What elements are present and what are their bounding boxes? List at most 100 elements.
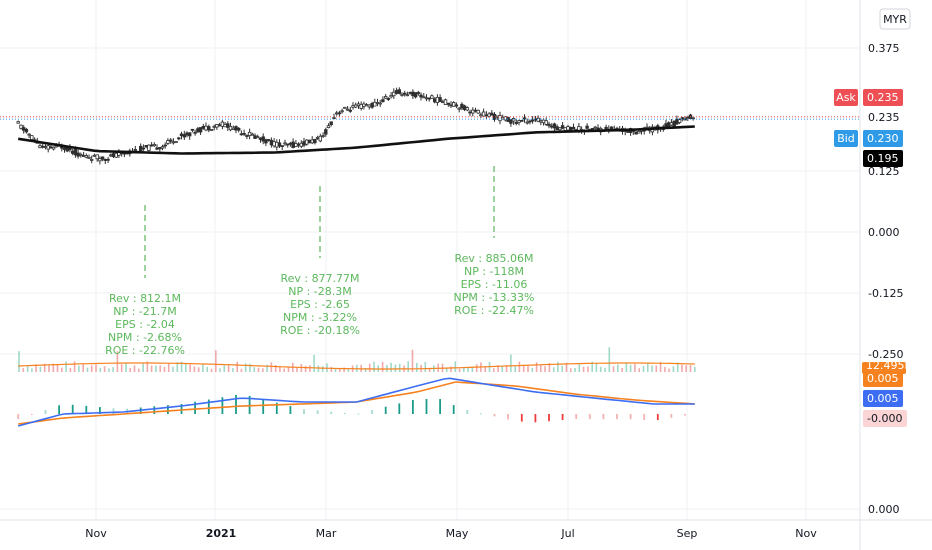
axes: 0.375 0.235 0.125 0.000 -0.125 -0.250 0.000 Nov… — [85, 42, 903, 540]
volume-bar — [26, 365, 29, 372]
volume-bar — [116, 351, 119, 372]
volume-bar — [587, 366, 589, 372]
volume-bar — [638, 368, 640, 372]
volume-bar — [343, 367, 345, 372]
candle-body — [571, 126, 576, 130]
candle-body — [400, 94, 404, 96]
time-tick-label: May — [446, 527, 469, 540]
time-tick-label: Nov — [795, 527, 817, 540]
volume-bar — [390, 362, 392, 372]
time-tick-label: 2021 — [206, 527, 237, 540]
candle-body — [378, 102, 382, 105]
candle-body — [419, 94, 423, 98]
candle-body — [476, 109, 480, 114]
candle-body — [302, 141, 306, 146]
candle-body — [285, 143, 290, 146]
histogram-bar — [656, 414, 659, 421]
volume-bar — [471, 366, 474, 372]
candle-body — [174, 141, 178, 143]
volume-bar — [599, 366, 602, 372]
signal-value-label: 0.005 — [863, 370, 903, 387]
histogram-bar — [207, 399, 210, 414]
svg-text:Ask: Ask — [836, 91, 856, 104]
histogram-bar — [398, 403, 401, 414]
candle-body — [114, 152, 118, 158]
candle-body — [375, 102, 380, 104]
volume-bar — [647, 363, 649, 372]
candle-body — [90, 158, 94, 161]
candle-body — [318, 135, 322, 142]
volume-bar — [557, 361, 559, 372]
volume-bar — [672, 366, 675, 372]
currency-badge[interactable]: MYR — [879, 8, 911, 30]
candle-body — [558, 127, 562, 131]
candle-body — [16, 121, 20, 124]
volume-bar — [189, 364, 191, 372]
candle-body — [394, 90, 399, 94]
candle-body — [168, 139, 173, 142]
volume-bar — [185, 363, 187, 372]
candle-body — [95, 154, 99, 160]
candle-body — [288, 142, 293, 145]
price-tick-label: 0.235 — [868, 111, 900, 124]
candle-body — [98, 158, 102, 162]
candle-body — [585, 125, 589, 129]
candle-body — [109, 154, 113, 157]
candle-body — [30, 135, 34, 140]
histogram-bar — [235, 395, 237, 414]
volume-bar — [561, 365, 563, 372]
candle-body — [149, 144, 154, 147]
volume-bar — [120, 364, 123, 372]
annotation-line: EPS : -11.06 — [461, 278, 528, 291]
volume-bar — [321, 366, 324, 372]
candle-body — [386, 98, 391, 100]
volume-bar — [368, 363, 371, 372]
candle-body — [490, 112, 494, 116]
candle-body — [106, 158, 110, 161]
histogram-bar — [588, 414, 591, 420]
volume-bar — [129, 367, 131, 372]
histogram-bar — [289, 406, 292, 414]
volume-bar — [621, 368, 623, 372]
volume-bar — [334, 368, 337, 372]
currency-label: MYR — [883, 13, 907, 26]
candle-body — [201, 126, 205, 129]
candle-body — [196, 128, 200, 133]
svg-text:0.230: 0.230 — [867, 132, 899, 145]
volume-bar — [527, 365, 529, 372]
candle-body — [435, 97, 440, 103]
volume-bar — [206, 366, 208, 372]
candle-body — [465, 107, 469, 111]
volume-bar — [493, 368, 495, 372]
histogram-bar — [262, 399, 265, 414]
candle-body — [547, 123, 551, 127]
candle-body — [212, 125, 216, 128]
candle-body — [392, 91, 396, 97]
candle-body — [294, 142, 298, 147]
volume-bar — [681, 364, 683, 372]
candle-body — [468, 111, 472, 114]
volume-bar — [31, 368, 33, 372]
annotation-line: NP : -118M — [464, 265, 524, 278]
volume-bar — [689, 365, 692, 372]
volume-bar — [428, 368, 431, 372]
volume-bar — [197, 367, 200, 372]
volume-bar — [227, 364, 230, 372]
volume-bar — [514, 365, 516, 372]
candle-body — [541, 119, 546, 124]
histogram-bar — [371, 410, 373, 414]
volume-bar — [146, 361, 149, 372]
volume-bar — [202, 363, 204, 372]
annotation-line: NPM : -3.22% — [283, 311, 357, 324]
volume-bar — [159, 365, 161, 372]
volume-bar — [22, 368, 25, 372]
candle-body — [245, 135, 249, 137]
annotation-line: Rev : 877.77M — [280, 272, 359, 285]
candle-body — [471, 109, 475, 114]
volume-bar — [69, 368, 72, 372]
